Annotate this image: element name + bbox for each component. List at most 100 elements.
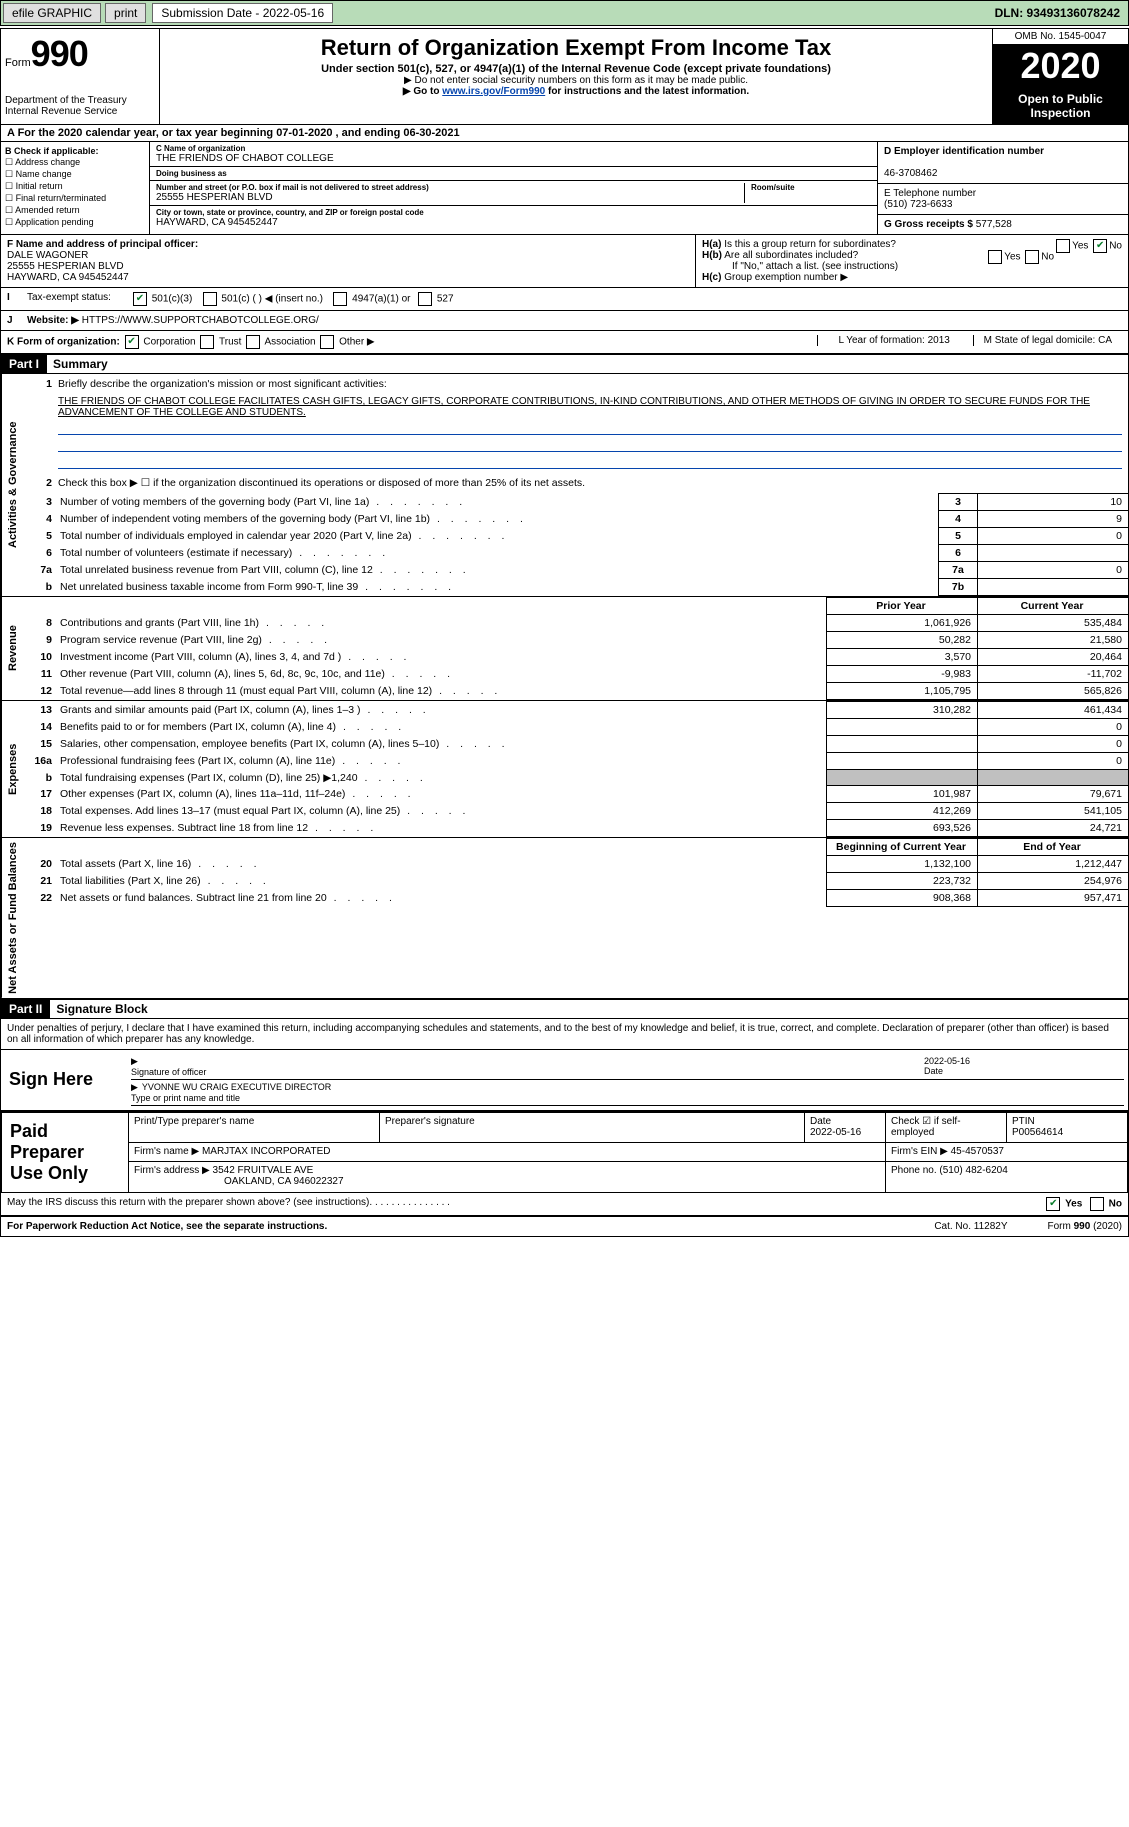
form-number: Form990	[5, 33, 155, 75]
chk-name-change[interactable]: ☐ Name change	[5, 169, 145, 180]
side-expenses: Expenses	[1, 701, 24, 837]
omb-number: OMB No. 1545-0047	[993, 29, 1128, 45]
discuss-label: May the IRS discuss this return with the…	[7, 1197, 369, 1211]
chk-address-change[interactable]: ☐ Address change	[5, 157, 145, 168]
expenses-table: 13 Grants and similar amounts paid (Part…	[24, 701, 1128, 837]
chk-amended[interactable]: ☐ Amended return	[5, 205, 145, 216]
side-netassets: Net Assets or Fund Balances	[1, 838, 24, 998]
chk-initial-return[interactable]: ☐ Initial return	[5, 181, 145, 192]
ein-value: 46-3708462	[884, 168, 937, 179]
line2-label: Check this box ▶ ☐ if the organization d…	[58, 477, 1124, 489]
tax-status-label: Tax-exempt status:	[27, 292, 111, 306]
netassets-table: Beginning of Current YearEnd of Year20 T…	[24, 838, 1128, 907]
irs-link[interactable]: www.irs.gov/Form990	[442, 86, 545, 97]
irs-label: Internal Revenue Service	[5, 106, 155, 117]
chk-pending[interactable]: ☐ Application pending	[5, 217, 145, 228]
website-label: Website: ▶	[27, 315, 79, 326]
sig-date: 2022-05-16	[924, 1056, 970, 1066]
website-url[interactable]: HTTPS://WWW.SUPPORTCHABOTCOLLEGE.ORG/	[82, 315, 319, 326]
sign-here-label: Sign Here	[1, 1050, 107, 1110]
footer-catno: Cat. No. 11282Y	[934, 1221, 1007, 1232]
officer-printed-name: YVONNE WU CRAIG EXECUTIVE DIRECTOR	[142, 1082, 331, 1092]
firm-name: MARJTAX INCORPORATED	[202, 1146, 331, 1157]
hc-label: Group exemption number ▶	[724, 272, 848, 283]
date-label: Date	[924, 1066, 943, 1076]
top-toolbar: efile GRAPHIC print Submission Date - 20…	[0, 0, 1129, 26]
dba-label: Doing business as	[156, 169, 871, 178]
chk-assoc[interactable]	[246, 335, 260, 349]
firm-phone: (510) 482-6204	[939, 1165, 1007, 1176]
efile-btn[interactable]: efile GRAPHIC	[3, 3, 101, 23]
gross-receipts-label: G Gross receipts $	[884, 219, 973, 230]
officer-addr1: 25555 HESPERIAN BLVD	[7, 261, 124, 272]
ha-yes[interactable]	[1056, 239, 1070, 253]
open-to-public: Open to Public Inspection	[993, 88, 1128, 124]
print-btn[interactable]: print	[105, 3, 146, 23]
officer-addr2: HAYWARD, CA 945452447	[7, 272, 129, 283]
part2-title: Signature Block	[50, 1000, 153, 1018]
form-subtitle: Under section 501(c), 527, or 4947(a)(1)…	[164, 63, 988, 75]
hb-no[interactable]	[1025, 250, 1039, 264]
paid-preparer-table: Paid Preparer Use Only Print/Type prepar…	[1, 1112, 1128, 1193]
governance-table: 3 Number of voting members of the govern…	[24, 493, 1128, 596]
chk-527[interactable]	[418, 292, 432, 306]
ha-label: Is this a group return for subordinates?	[724, 239, 896, 250]
street-address: 25555 HESPERIAN BLVD	[156, 192, 744, 203]
dln: DLN: 93493136078242	[987, 4, 1128, 22]
note-ssn: ▶ Do not enter social security numbers o…	[164, 75, 988, 86]
phone-value: (510) 723-6633	[884, 199, 952, 210]
ein-label: D Employer identification number	[884, 146, 1044, 157]
hb-yes[interactable]	[988, 250, 1002, 264]
footer-form: Form 990 (2020)	[1048, 1221, 1122, 1232]
note-link: ▶ Go to www.irs.gov/Form990 for instruct…	[164, 86, 988, 97]
ptin-value: P00564614	[1012, 1127, 1063, 1138]
state-domicile: M State of legal domicile: CA	[973, 335, 1122, 346]
side-revenue: Revenue	[1, 597, 24, 700]
chk-501c[interactable]	[203, 292, 217, 306]
city-label: City or town, state or province, country…	[156, 208, 871, 217]
chk-corp[interactable]	[125, 335, 139, 349]
footer-paperwork: For Paperwork Reduction Act Notice, see …	[7, 1221, 327, 1232]
part2-header: Part II	[1, 1000, 50, 1018]
part1-title: Summary	[47, 355, 114, 373]
revenue-table: Prior YearCurrent Year8 Contributions an…	[24, 597, 1128, 700]
paid-preparer-label: Paid Preparer Use Only	[2, 1112, 129, 1192]
mission-text: THE FRIENDS OF CHABOT COLLEGE FACILITATE…	[58, 396, 1090, 418]
tax-year: 2020	[993, 45, 1128, 88]
submission-date: Submission Date - 2022-05-16	[152, 3, 333, 23]
addr-label: Number and street (or P.O. box if mail i…	[156, 183, 744, 192]
firm-addr2: OAKLAND, CA 946022327	[134, 1176, 344, 1187]
preparer-date: 2022-05-16	[810, 1127, 861, 1138]
sig-officer-label: Signature of officer	[131, 1067, 206, 1077]
line1-label: Briefly describe the organization's miss…	[58, 378, 1124, 390]
row-a-period: A For the 2020 calendar year, or tax yea…	[1, 125, 1128, 142]
chk-final-return[interactable]: ☐ Final return/terminated	[5, 193, 145, 204]
form-org-label: K Form of organization:	[7, 337, 120, 348]
year-formation: L Year of formation: 2013	[817, 335, 969, 346]
chk-4947[interactable]	[333, 292, 347, 306]
name-title-label: Type or print name and title	[131, 1093, 240, 1103]
section-b-checkboxes: B Check if applicable: ☐ Address change …	[1, 142, 150, 234]
firm-ein: 45-4570537	[951, 1146, 1004, 1157]
chk-501c3[interactable]	[133, 292, 147, 306]
hb-note: If "No," attach a list. (see instruction…	[702, 261, 1122, 272]
signature-declaration: Under penalties of perjury, I declare th…	[1, 1019, 1128, 1050]
self-employed-check[interactable]: Check ☑ if self-employed	[886, 1112, 1007, 1143]
firm-addr1: 3542 FRUITVALE AVE	[213, 1165, 314, 1176]
city-state-zip: HAYWARD, CA 945452447	[156, 217, 871, 228]
officer-name: DALE WAGONER	[7, 250, 88, 261]
gross-receipts-value: 577,528	[976, 219, 1012, 230]
form-990: Form990 Department of the Treasury Inter…	[0, 28, 1129, 1237]
side-activities: Activities & Governance	[1, 374, 24, 596]
discuss-yes[interactable]	[1046, 1197, 1060, 1211]
officer-label: F Name and address of principal officer:	[7, 239, 198, 250]
discuss-no[interactable]	[1090, 1197, 1104, 1211]
preparer-name-label: Print/Type preparer's name	[134, 1116, 254, 1127]
ha-no[interactable]	[1093, 239, 1107, 253]
chk-other[interactable]	[320, 335, 334, 349]
chk-trust[interactable]	[200, 335, 214, 349]
preparer-sig-label: Preparer's signature	[385, 1116, 475, 1127]
room-label: Room/suite	[751, 183, 871, 192]
org-name: THE FRIENDS OF CHABOT COLLEGE	[156, 153, 871, 164]
dept-treasury: Department of the Treasury	[5, 95, 155, 106]
